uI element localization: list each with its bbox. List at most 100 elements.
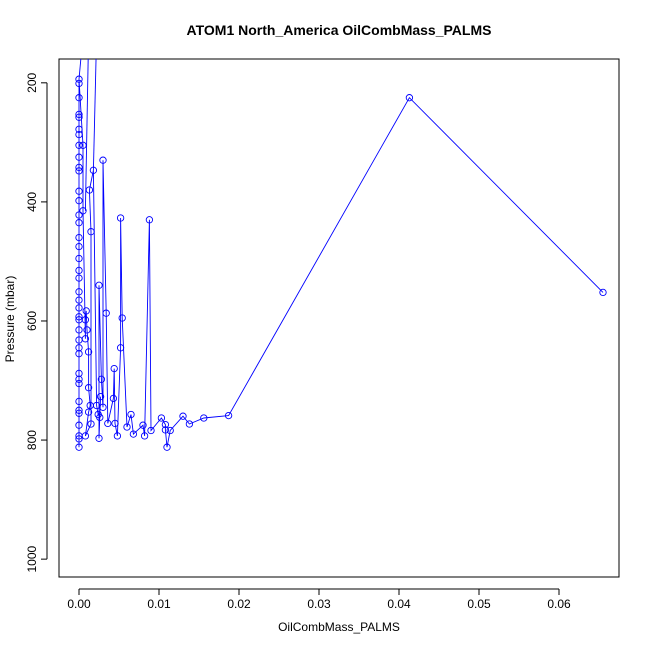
data-point: [111, 419, 119, 428]
data-point: [140, 432, 149, 440]
data-point: [127, 410, 135, 419]
data-point: [75, 443, 83, 451]
data-point: [81, 432, 90, 440]
data-point: [147, 426, 155, 435]
data-point: [75, 288, 83, 296]
data-point: [81, 335, 90, 343]
data-point: [109, 394, 118, 403]
data-point: [110, 364, 118, 373]
data-point: [79, 207, 87, 215]
data-point: [85, 186, 94, 194]
data-point: [75, 266, 83, 275]
data-point: [75, 379, 83, 388]
data-point: [75, 397, 83, 406]
x-axis: 0.00 0.01 0.02 0.03 0.04 0.05 0.06: [67, 588, 571, 611]
data-point: [96, 413, 104, 422]
data-point: [224, 411, 233, 420]
y-tick-label: 800: [25, 430, 39, 450]
data-point: [75, 167, 83, 175]
data-point: [81, 316, 90, 324]
data-point: [75, 130, 83, 139]
data-point: [89, 166, 98, 174]
data-point: [163, 443, 171, 451]
data-point: [75, 344, 83, 352]
plot-frame: [58, 58, 620, 578]
data-point: [75, 350, 83, 358]
data-point: [599, 288, 607, 297]
y-tick-label: 400: [25, 192, 39, 212]
data-point: [166, 426, 174, 435]
data-point: [87, 228, 95, 236]
data-point: [75, 326, 83, 334]
data-point: [157, 414, 166, 422]
data-point: [75, 125, 83, 133]
data-point: [84, 348, 93, 356]
x-tick-label: 0.06: [547, 597, 571, 611]
series-line-upper: [84, 59, 89, 211]
y-tick-label: 1000: [25, 545, 39, 572]
data-point: [75, 113, 83, 121]
data-point: [75, 211, 83, 219]
x-tick-label: 0.00: [67, 597, 91, 611]
data-point: [75, 435, 83, 443]
data-point: [113, 432, 122, 440]
series-line-upper: [92, 59, 97, 171]
data-point: [75, 79, 83, 88]
data-point: [185, 420, 194, 428]
x-tick-label: 0.03: [307, 597, 331, 611]
series-line: [78, 79, 604, 448]
data-point: [161, 426, 170, 434]
data-point: [75, 110, 83, 119]
data-point: [145, 216, 154, 224]
data-point: [116, 344, 125, 352]
data-point: [179, 412, 187, 420]
data-point: [139, 421, 147, 429]
series-line-upper: [78, 59, 82, 80]
data-point: [75, 197, 83, 205]
data-point: [84, 384, 93, 392]
data-point: [116, 214, 125, 222]
data-point: [79, 141, 87, 149]
x-axis-label: OilCombMass_PALMS: [278, 620, 400, 634]
data-point: [129, 430, 138, 438]
x-tick-label: 0.01: [147, 597, 171, 611]
data-point: [75, 313, 83, 321]
data-point: [84, 408, 93, 416]
data-point: [75, 187, 83, 195]
data-point: [123, 423, 131, 431]
data-point: [75, 304, 83, 312]
data-point: [97, 375, 106, 383]
plot-area: [75, 59, 607, 451]
data-point: [99, 403, 107, 411]
data-point: [75, 219, 83, 227]
y-axis-label: Pressure (mbar): [3, 276, 17, 363]
data-point: [118, 314, 126, 322]
data-point: [75, 375, 83, 383]
x-tick-label: 0.02: [227, 597, 251, 611]
data-point: [75, 421, 83, 429]
data-point: [75, 141, 83, 149]
data-point: [75, 296, 83, 304]
y-axis: 200 400 600 800 1000: [25, 72, 48, 572]
data-point: [102, 309, 110, 317]
data-point: [200, 414, 208, 422]
data-point: [405, 94, 414, 102]
data-point: [83, 326, 91, 334]
data-point: [75, 75, 83, 83]
data-point: [82, 307, 90, 315]
data-point: [75, 153, 83, 161]
data-point: [75, 254, 83, 263]
data-point: [92, 401, 101, 410]
data-point: [75, 94, 83, 102]
y-tick-label: 600: [25, 311, 39, 331]
data-point: [95, 281, 103, 289]
data-point: [96, 392, 105, 401]
data-point: [75, 274, 83, 282]
x-tick-label: 0.05: [467, 597, 491, 611]
data-point: [75, 233, 83, 242]
data-point: [75, 406, 83, 414]
chart-title: ATOM1 North_America OilCombMass_PALMS: [187, 22, 492, 38]
data-point: [161, 420, 170, 429]
data-point: [75, 242, 83, 251]
